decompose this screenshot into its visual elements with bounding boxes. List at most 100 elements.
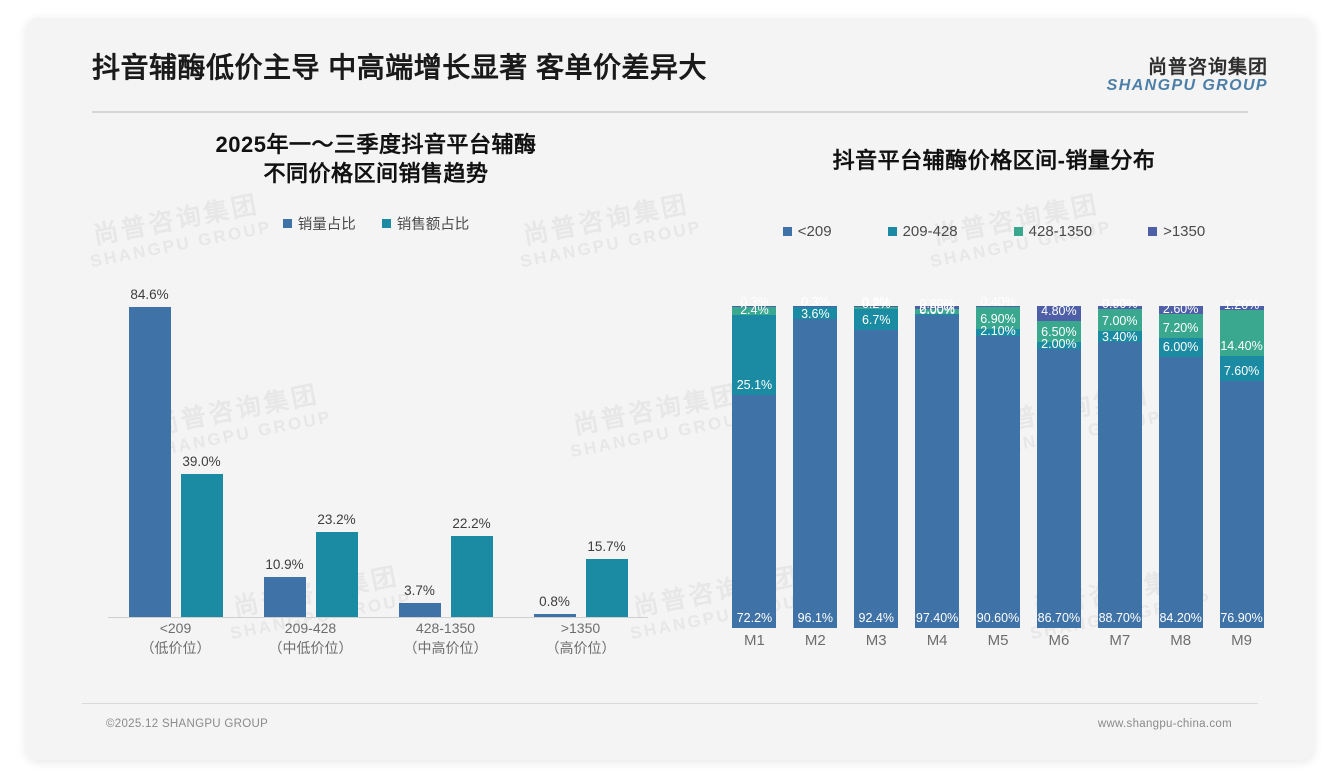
stacked-segment[interactable]: 0.2% [854, 295, 899, 309]
stacked-segment[interactable]: 0.2% [854, 297, 899, 311]
stacked-segment[interactable]: 6.90% [976, 307, 1020, 330]
stacked-segment[interactable]: 7.20% [1158, 314, 1203, 338]
x-axis-label: M6 [1048, 632, 1070, 649]
stacked-segment[interactable]: 6.50% [1036, 321, 1081, 343]
stacked-segment[interactable]: 6.7% [854, 308, 899, 331]
stacked-segment[interactable]: 3.6% [793, 307, 838, 321]
segment-value-label: 6.90% [980, 312, 1016, 327]
grouped-bar-x-axis: <209 （低价位） 209-428 （中低价位） 428-1350 （中高价位） >135… [108, 618, 648, 664]
brand-logo: 尚普咨询集团 SHANGPU GROUP [1107, 58, 1268, 95]
stacked-bar-column[interactable]: 0.3% 2.4% 25.1% 72.2% [732, 295, 777, 628]
grouped-bar-chart: 84.6% 39.0% 10.9% 23.2% 3.7% 22.2% 0.8% 15.7% <… [108, 287, 648, 660]
stacked-bar-column[interactable]: 1.20% 14.40% 7.60% 76.90% [1219, 298, 1264, 628]
segment-value-label: 0.2% [861, 296, 891, 311]
footer-website[interactable]: www.shangpu-china.com [1097, 718, 1232, 730]
stacked-bar-column[interactable]: 4.80% 6.50% 2.00% 86.70% [1036, 304, 1081, 628]
bar-group: 0.8% 15.7% [513, 288, 648, 617]
stacked-segment[interactable]: 7.00% [1097, 308, 1142, 332]
stacked-segment[interactable]: 92.4% [854, 330, 899, 628]
stacked-segment[interactable]: 97.40% [915, 314, 960, 628]
segment-value-label: 2.10% [980, 324, 1016, 339]
stacked-segment[interactable]: 25.1% [732, 314, 777, 396]
legend-item-volume-share[interactable]: 销量占比 [282, 213, 356, 234]
stacked-segment[interactable]: 2.60% [1158, 302, 1203, 316]
stacked-segment[interactable]: 14.40% [1219, 309, 1264, 357]
bar-value-label: 15.7% [587, 539, 626, 555]
legend-item-sales-share[interactable]: 销售额占比 [381, 213, 470, 234]
stacked-segment[interactable]: 0.3% [793, 295, 838, 309]
bar-column[interactable]: 0.8% [533, 288, 576, 617]
header-divider [92, 111, 1248, 113]
footer-copyright: ©2025.12 SHANGPU GROUP [106, 718, 269, 730]
bar-rect[interactable] [180, 474, 223, 617]
bar-column[interactable]: 3.7% [398, 288, 441, 617]
bar-group: 84.6% 39.0% [108, 287, 243, 617]
stacked-segment[interactable]: 88.70% [1097, 342, 1142, 628]
bar-column[interactable]: 39.0% [180, 288, 223, 617]
stacked-segment[interactable]: 96.1% [793, 319, 838, 628]
slide-canvas: 抖音辅酶低价主导 中高端增长显著 客单价差异大 尚普咨询集团 SHANGPU G… [26, 18, 1314, 760]
legend-swatch-icon [1013, 227, 1023, 237]
stacked-segment[interactable]: 0.3% [732, 295, 777, 309]
bar-rect[interactable] [450, 535, 493, 617]
legend-item->1350[interactable]: >1350 [1148, 223, 1205, 240]
segment-value-label: 25.1% [736, 378, 773, 393]
legend-item-428-1350[interactable]: 428-1350 [1013, 223, 1092, 240]
stacked-segment[interactable]: 0.00% [915, 303, 960, 317]
stacked-segment[interactable]: 76.90% [1219, 380, 1264, 628]
bar-value-label: 22.2% [452, 515, 491, 531]
stacked-segment[interactable]: 86.70% [1036, 348, 1081, 628]
stacked-bar-plot-area: 0.3% 2.4% 25.1% 72.2% 0.3% 0.3% 3.6% 96.1% 0.2% 0… [724, 295, 1272, 628]
stacked-segment[interactable]: 2.00% [1036, 337, 1081, 351]
legend-swatch-icon [282, 218, 292, 228]
stacked-segment[interactable]: 3.40% [1097, 330, 1142, 344]
stacked-segment[interactable]: 0.40% [976, 295, 1020, 309]
segment-value-label: 6.7% [861, 313, 891, 328]
bar-rect[interactable] [128, 306, 171, 617]
bar-column[interactable]: 10.9% [263, 288, 306, 617]
x-axis-label: M3 [865, 632, 887, 649]
bar-rect[interactable] [263, 577, 306, 617]
legend-item-209-428[interactable]: 209-428 [887, 223, 958, 240]
stacked-bar-column[interactable]: 0.40% 6.90% 2.10% 90.60% [976, 295, 1020, 628]
legend-swatch-icon [1148, 227, 1158, 237]
stacked-bar-chart: 0.3% 2.4% 25.1% 72.2% 0.3% 0.3% 3.6% 96.1% 0.2% 0… [724, 295, 1272, 666]
stacked-bar-column[interactable]: 0.90% 7.00% 3.40% 88.70% [1097, 297, 1142, 628]
stacked-segment[interactable]: 72.2% [732, 395, 777, 628]
segment-value-label: 2.4% [740, 302, 769, 317]
stacked-bar-column[interactable]: 2.60% 7.20% 6.00% 84.20% [1158, 302, 1203, 628]
legend-item-<209[interactable]: <209 [782, 223, 832, 240]
stacked-segment[interactable]: 0.3% [793, 295, 838, 309]
bar-column[interactable]: 15.7% [585, 288, 628, 617]
stacked-segment[interactable]: 0.90% [1097, 297, 1142, 311]
stacked-bar-column[interactable]: 0.80% 2.00% 0.00% 97.40% [915, 297, 960, 628]
stacked-segment[interactable]: 0.80% [915, 297, 960, 311]
x-axis-label: M5 [987, 632, 1009, 649]
stacked-segment[interactable]: 90.60% [976, 336, 1020, 628]
bar-rect[interactable] [585, 559, 628, 617]
bar-column[interactable]: 22.2% [450, 288, 493, 617]
stacked-segment[interactable]: 4.80% [1036, 304, 1081, 322]
x-axis-label: M4 [926, 632, 948, 649]
logo-chinese-text: 尚普咨询集团 [1147, 57, 1268, 78]
stacked-segment[interactable]: 2.10% [976, 324, 1020, 338]
stacked-segment[interactable]: 2.4% [732, 303, 777, 317]
bar-column[interactable]: 23.2% [315, 288, 358, 617]
stacked-segment[interactable]: 7.60% [1219, 356, 1264, 381]
segment-value-label: 2.00% [1041, 336, 1077, 351]
segment-value-label: 0.2% [861, 294, 891, 309]
stacked-bar-column[interactable]: 0.2% 0.2% 6.7% 92.4% [854, 295, 899, 628]
stacked-bar-column[interactable]: 0.3% 0.3% 3.6% 96.1% [793, 295, 838, 628]
legend-label: 销售额占比 [396, 216, 470, 233]
stacked-segment[interactable]: 84.20% [1158, 356, 1203, 628]
bar-rect[interactable] [398, 603, 441, 617]
bar-rect[interactable] [315, 531, 358, 617]
bar-column[interactable]: 84.6% [128, 287, 171, 617]
stacked-segment[interactable]: 6.00% [1158, 337, 1203, 357]
bar-rect[interactable] [533, 614, 576, 617]
stacked-segment[interactable]: 2.00% [915, 302, 960, 316]
stacked-segment[interactable]: 1.20% [1219, 298, 1264, 312]
left-chart-panel: 2025年一～三季度抖音平台辅酶 不同价格区间销售趋势 销量占比 销售额占比 8… [66, 130, 686, 690]
segment-value-label: 0.90% [1102, 296, 1138, 311]
x-axis-label: M8 [1170, 632, 1192, 649]
